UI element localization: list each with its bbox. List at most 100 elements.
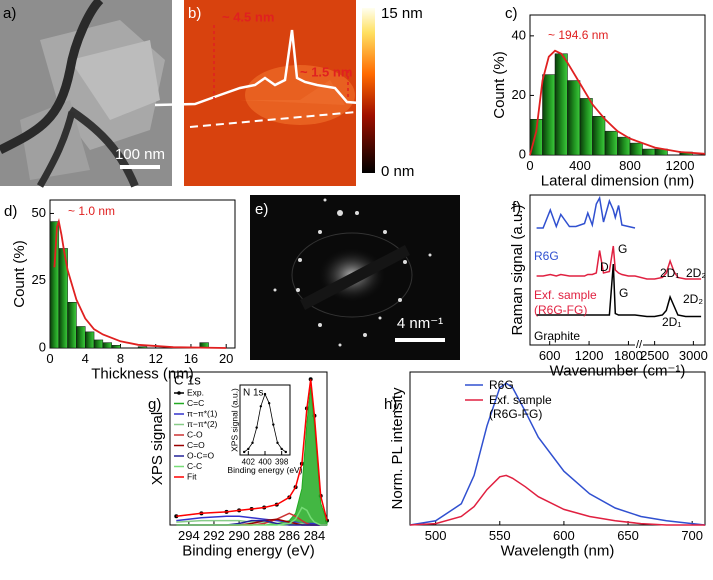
x-tick-label: 2500 xyxy=(640,348,669,363)
point xyxy=(276,441,279,445)
x-axis-label: Thickness (nm) xyxy=(91,366,194,383)
legend-label: Exf. sample (R6G-FG) xyxy=(489,393,552,421)
tem-image: a) 100 nm xyxy=(0,0,172,188)
annotation: 2D₁ xyxy=(662,315,681,329)
annotation: ~ 194.6 nm xyxy=(548,28,608,42)
annotation: Graphite xyxy=(534,329,580,343)
legend-marker xyxy=(177,391,181,395)
x-tick-label: 398 xyxy=(275,457,289,466)
line xyxy=(536,195,636,229)
x-tick-label: 600 xyxy=(553,528,575,543)
line xyxy=(409,382,706,526)
point xyxy=(242,450,246,454)
axis-break-mark: // xyxy=(636,339,643,351)
x-tick-label: 288 xyxy=(253,528,275,543)
x-axis-label: Wavelength (nm) xyxy=(501,543,615,560)
line xyxy=(536,245,702,280)
annotation: ~ 1.5 nm xyxy=(300,64,352,79)
point xyxy=(255,426,258,429)
annotation: 2D₁ xyxy=(660,266,679,280)
annotation: (R6G-FG) xyxy=(534,303,587,317)
x-tick-label: 16 xyxy=(184,351,198,366)
annotation: 2D₂ xyxy=(686,266,706,280)
bar xyxy=(629,142,643,156)
bar xyxy=(579,98,593,156)
x-tick-label: 400 xyxy=(258,457,272,466)
bar xyxy=(592,116,606,156)
legend-label: Exp. xyxy=(187,387,204,397)
x-tick-label: 402 xyxy=(242,457,256,466)
panel-label: a) xyxy=(3,5,16,22)
fit-curve xyxy=(529,49,706,156)
point xyxy=(251,441,254,445)
y-axis-label: XPS signal xyxy=(149,412,166,485)
x-tick-label: 1200 xyxy=(666,158,695,173)
point xyxy=(267,402,271,405)
x-tick-label: 650 xyxy=(617,528,639,543)
y-tick-label: 20 xyxy=(512,87,526,102)
bar xyxy=(137,346,148,349)
annotation: ~ 4.5 nm xyxy=(222,9,274,24)
panel-label: d) xyxy=(4,203,17,220)
point xyxy=(174,514,179,519)
point xyxy=(284,450,288,454)
x-tick-label: 286 xyxy=(278,528,300,543)
x-tick-label: 700 xyxy=(681,528,703,543)
bar xyxy=(49,221,60,349)
x-tick-label: 800 xyxy=(619,158,641,173)
bar xyxy=(604,130,618,156)
x-tick-label: 294 xyxy=(178,528,200,543)
panel-label: g) xyxy=(148,396,161,413)
x-tick-label: 8 xyxy=(117,351,124,366)
x-tick-label: 12 xyxy=(148,351,162,366)
annotation: 2D₂ xyxy=(683,292,703,306)
point xyxy=(280,447,283,451)
legend-label: C-O xyxy=(187,429,203,439)
x-tick-label: 550 xyxy=(489,528,511,543)
annotation: ~ 1.0 nm xyxy=(68,204,115,218)
legend-label: π−π*(2) xyxy=(187,419,218,429)
y-axis-label: XPS signal (a.u.) xyxy=(229,388,239,452)
legend-label: R6G xyxy=(489,378,514,392)
bar xyxy=(542,74,556,156)
panel-label: c) xyxy=(505,5,518,22)
saed-image: e) 4 nm⁻¹ xyxy=(250,195,460,360)
axis-break xyxy=(635,342,643,348)
panel-label: e) xyxy=(255,201,268,218)
x-axis-label: Wavenumber (cm⁻¹) xyxy=(550,363,686,380)
y-tick-label: 50 xyxy=(32,205,46,220)
y-tick-label: 40 xyxy=(512,27,526,42)
legend-label: π−π*(1) xyxy=(187,408,218,418)
x-axis-label: Binding energy (eV) xyxy=(182,543,315,560)
annotation: G xyxy=(618,242,627,256)
point xyxy=(263,392,267,396)
y-tick-label: 0 xyxy=(39,339,46,354)
colorbar-label: 15 nm xyxy=(381,5,423,22)
y-axis-label: Count (%) xyxy=(491,51,508,119)
x-tick-label: 1200 xyxy=(575,348,604,363)
point xyxy=(247,447,250,451)
x-tick-label: 3000 xyxy=(679,348,708,363)
x-axis-label: Binding energy (eV) xyxy=(227,465,302,475)
point xyxy=(259,405,263,408)
legend-label: O-C=O xyxy=(187,450,215,460)
y-tick-label: 25 xyxy=(32,272,46,287)
scale-bar-label: 100 nm xyxy=(115,146,165,163)
bar xyxy=(642,148,656,156)
plot-frame xyxy=(409,371,706,526)
colorbar-label: 0 nm xyxy=(381,163,414,180)
x-tick-label: 0 xyxy=(46,351,53,366)
panel-label: b) xyxy=(188,5,201,22)
legend-label: C=O xyxy=(187,440,205,450)
x-tick-label: 4 xyxy=(82,351,89,366)
bar xyxy=(111,345,121,349)
line xyxy=(176,379,328,521)
annotation: D xyxy=(600,260,609,274)
y-tick-label: 0 xyxy=(519,146,526,161)
bar xyxy=(102,342,112,349)
panel-label: f) xyxy=(512,199,521,216)
x-tick-label: 500 xyxy=(425,528,447,543)
plot-frame xyxy=(529,194,706,346)
point xyxy=(272,423,275,426)
